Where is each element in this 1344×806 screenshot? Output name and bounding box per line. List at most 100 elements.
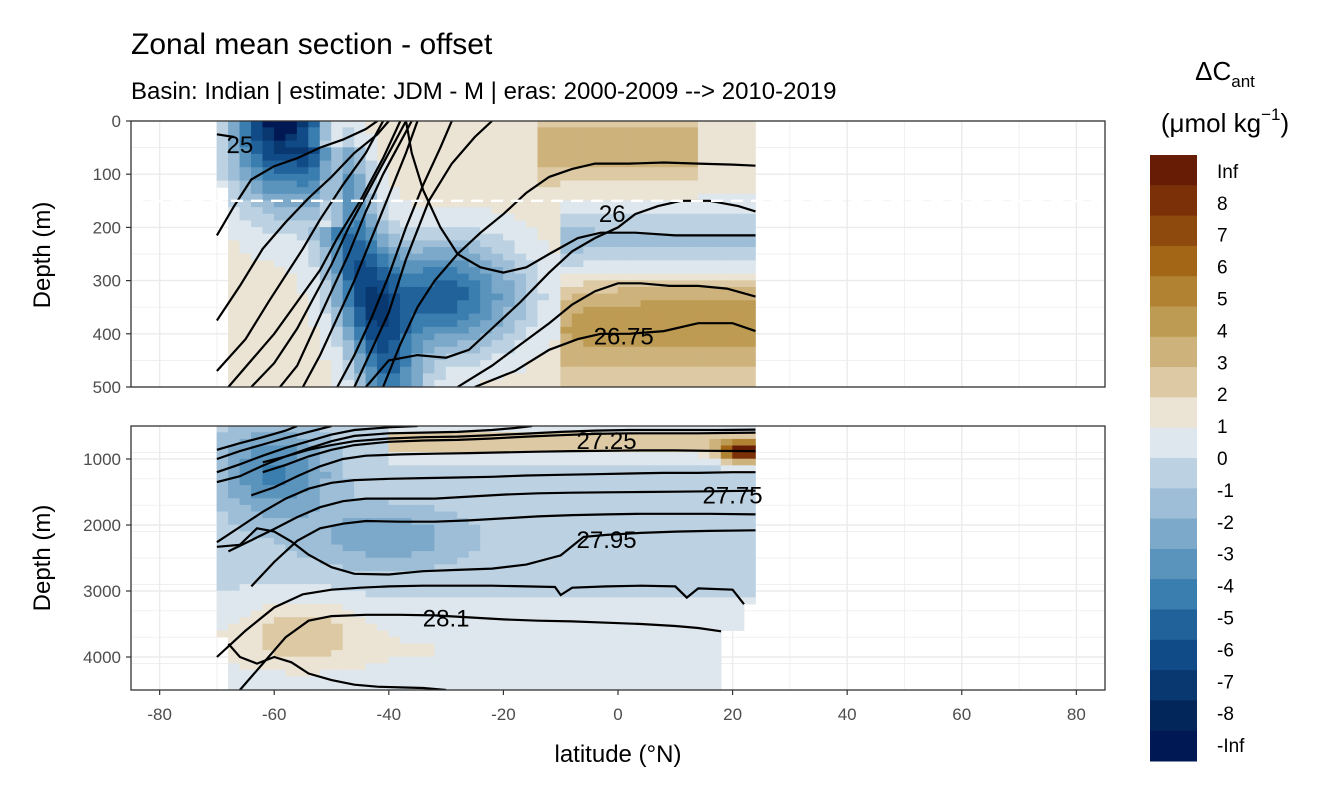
- field-cell: [720, 293, 733, 301]
- field-cell: [629, 127, 642, 135]
- field-cell: [640, 432, 653, 440]
- field-cell: [526, 438, 539, 447]
- field-cell: [434, 366, 447, 374]
- field-cell: [709, 346, 722, 355]
- field-cell: [526, 140, 539, 148]
- field-cell: [548, 340, 562, 348]
- field-cell: [480, 465, 493, 473]
- field-cell: [571, 504, 584, 513]
- field-cell: [308, 518, 321, 526]
- field-cell: [480, 544, 493, 552]
- field-cell: [365, 577, 378, 585]
- field-cell: [674, 153, 688, 162]
- field-cell: [239, 643, 252, 651]
- field-cell: [468, 643, 481, 651]
- field-cell: [663, 584, 676, 592]
- field-cell: [216, 147, 229, 155]
- field-cell: [663, 537, 676, 546]
- field-cell: [285, 247, 298, 255]
- field-cell: [388, 537, 401, 546]
- field-cell: [537, 280, 550, 288]
- field-cell: [468, 683, 481, 690]
- field-cell: [273, 504, 286, 513]
- field-cell: [399, 438, 413, 447]
- field-cell: [560, 326, 573, 335]
- field-cell: [560, 227, 573, 235]
- field-cell: [468, 380, 481, 387]
- field-cell: [228, 227, 241, 235]
- field-cell: [617, 286, 630, 295]
- field-cell: [480, 200, 493, 208]
- field-cell: [331, 551, 344, 559]
- field-cell: [434, 147, 447, 155]
- field-cell: [640, 524, 653, 532]
- field-cell: [422, 273, 435, 281]
- field-cell: [537, 663, 550, 671]
- field-cell: [743, 127, 756, 135]
- field-cell: [560, 485, 573, 493]
- field-cell: [331, 253, 344, 261]
- field-cell: [503, 636, 516, 645]
- field-cell: [388, 577, 401, 585]
- field-cell: [606, 233, 619, 241]
- field-cell: [629, 485, 642, 493]
- field-cell: [743, 147, 756, 155]
- field-cell: [548, 603, 562, 612]
- field-cell: [640, 577, 653, 585]
- field-cell: [468, 366, 481, 374]
- field-cell: [354, 366, 367, 374]
- field-cell: [491, 306, 504, 315]
- field-cell: [354, 380, 367, 387]
- field-cell: [743, 153, 756, 162]
- field-cell: [709, 676, 722, 684]
- field-cell: [606, 220, 619, 228]
- field-cell: [652, 167, 665, 175]
- field-cell: [422, 465, 435, 473]
- field-cell: [617, 643, 630, 651]
- field-cell: [480, 153, 493, 162]
- field-cell: [571, 253, 584, 261]
- field-cell: [548, 293, 562, 301]
- field-cell: [434, 380, 447, 387]
- field-cell: [720, 207, 733, 215]
- field-cell: [422, 253, 435, 261]
- panel-border: [130, 120, 1106, 388]
- field-cell: [686, 471, 699, 480]
- field-cell: [342, 187, 355, 195]
- field-cell: [251, 432, 264, 440]
- field-cell: [548, 167, 562, 175]
- field-cell: [251, 167, 264, 175]
- field-cell: [640, 267, 653, 275]
- field-cell: [377, 306, 390, 315]
- field-cell: [594, 366, 607, 374]
- field-cell: [743, 577, 756, 585]
- field-cell: [365, 656, 378, 664]
- field-cell: [514, 220, 527, 228]
- field-cell: [377, 478, 390, 486]
- field-cell: [308, 267, 321, 275]
- field-cell: [686, 260, 699, 268]
- field-cell: [629, 445, 642, 453]
- field-cell: [743, 200, 756, 208]
- field-cell: [296, 306, 309, 315]
- field-cell: [743, 306, 756, 315]
- field-cell: [526, 656, 539, 664]
- field-cell: [262, 491, 275, 499]
- field-cell: [388, 498, 401, 506]
- field-cell: [686, 134, 699, 142]
- field-cell: [709, 465, 722, 473]
- field-cell: [571, 300, 584, 308]
- field-cell: [583, 570, 596, 579]
- field-cell: [663, 511, 676, 519]
- field-cell: [640, 373, 653, 381]
- field-cell: [697, 458, 710, 466]
- field-cell: [273, 260, 286, 268]
- field-cell: [720, 313, 733, 321]
- field-cell: [377, 220, 390, 228]
- field-cell: [273, 366, 286, 374]
- field-cell: [296, 267, 309, 275]
- field-cell: [411, 577, 424, 585]
- legend-label: -6: [1217, 640, 1234, 661]
- field-cell: [411, 590, 424, 598]
- field-cell: [503, 537, 516, 546]
